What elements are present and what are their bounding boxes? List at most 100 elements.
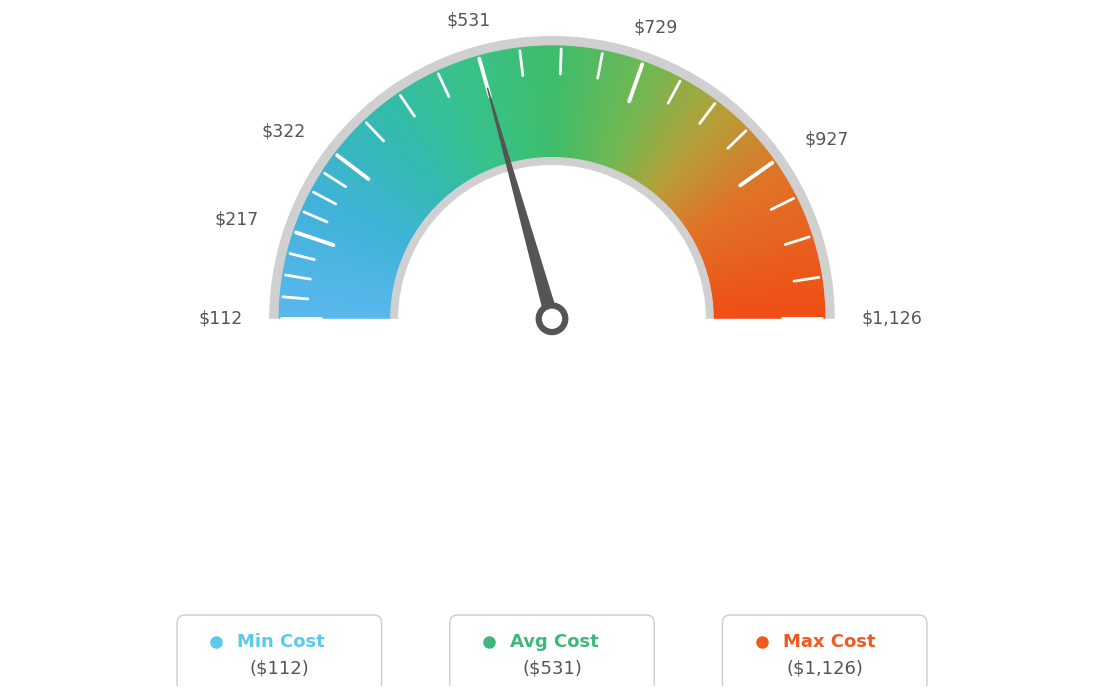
- Wedge shape: [708, 241, 814, 273]
- Wedge shape: [415, 82, 471, 178]
- Wedge shape: [700, 205, 800, 252]
- Wedge shape: [712, 276, 821, 295]
- Wedge shape: [623, 73, 672, 172]
- Wedge shape: [336, 152, 424, 220]
- Wedge shape: [583, 51, 605, 159]
- Wedge shape: [596, 57, 628, 163]
- Wedge shape: [319, 175, 414, 234]
- Wedge shape: [337, 150, 424, 219]
- Wedge shape: [466, 59, 502, 165]
- Wedge shape: [710, 257, 818, 284]
- Wedge shape: [426, 76, 478, 175]
- Wedge shape: [402, 90, 464, 183]
- Wedge shape: [569, 48, 582, 157]
- Wedge shape: [628, 78, 681, 176]
- Wedge shape: [648, 99, 715, 189]
- Wedge shape: [412, 84, 469, 179]
- Wedge shape: [449, 66, 492, 168]
- Wedge shape: [501, 50, 523, 159]
- Wedge shape: [290, 239, 396, 273]
- Wedge shape: [478, 56, 509, 162]
- Wedge shape: [593, 55, 622, 161]
- Wedge shape: [497, 51, 520, 159]
- Wedge shape: [665, 121, 742, 202]
- Circle shape: [542, 309, 562, 328]
- Wedge shape: [461, 61, 499, 166]
- Wedge shape: [289, 243, 396, 275]
- Wedge shape: [499, 51, 521, 159]
- Wedge shape: [648, 98, 714, 188]
- Wedge shape: [362, 121, 439, 202]
- Wedge shape: [282, 282, 391, 298]
- Wedge shape: [608, 63, 648, 167]
- Wedge shape: [682, 155, 772, 222]
- Wedge shape: [285, 264, 393, 287]
- Wedge shape: [689, 171, 783, 232]
- Wedge shape: [314, 186, 411, 241]
- Wedge shape: [459, 61, 498, 166]
- Wedge shape: [704, 222, 808, 262]
- Wedge shape: [446, 67, 490, 169]
- Wedge shape: [616, 68, 662, 170]
- Wedge shape: [683, 159, 774, 224]
- Wedge shape: [338, 148, 425, 218]
- Wedge shape: [713, 289, 824, 302]
- Wedge shape: [293, 233, 397, 268]
- Wedge shape: [301, 208, 403, 254]
- Wedge shape: [454, 63, 495, 167]
- Wedge shape: [550, 46, 552, 156]
- Wedge shape: [586, 52, 612, 160]
- Wedge shape: [629, 79, 683, 177]
- Wedge shape: [711, 262, 819, 286]
- Wedge shape: [673, 139, 758, 213]
- Wedge shape: [548, 46, 551, 156]
- Wedge shape: [712, 268, 820, 290]
- Wedge shape: [669, 129, 750, 206]
- Wedge shape: [284, 270, 392, 290]
- Wedge shape: [645, 95, 709, 186]
- Wedge shape: [283, 276, 392, 295]
- Wedge shape: [714, 308, 825, 314]
- Wedge shape: [545, 46, 550, 156]
- Wedge shape: [711, 259, 818, 284]
- Wedge shape: [279, 313, 390, 316]
- Wedge shape: [689, 172, 784, 233]
- Wedge shape: [288, 247, 395, 277]
- Wedge shape: [431, 74, 480, 173]
- Wedge shape: [279, 306, 390, 313]
- Wedge shape: [321, 171, 415, 232]
- Wedge shape: [602, 59, 638, 165]
- Wedge shape: [702, 215, 805, 258]
- Wedge shape: [702, 217, 806, 259]
- Wedge shape: [693, 186, 790, 241]
- Wedge shape: [524, 48, 537, 157]
- Wedge shape: [604, 60, 640, 165]
- Wedge shape: [382, 105, 452, 192]
- Wedge shape: [709, 249, 816, 278]
- Wedge shape: [404, 88, 465, 182]
- Wedge shape: [647, 97, 712, 187]
- Wedge shape: [522, 48, 535, 157]
- Wedge shape: [709, 247, 816, 277]
- Wedge shape: [288, 249, 395, 278]
- Wedge shape: [714, 295, 824, 306]
- Wedge shape: [495, 52, 519, 160]
- Wedge shape: [574, 48, 591, 158]
- Wedge shape: [490, 52, 517, 161]
- Wedge shape: [598, 57, 633, 164]
- Wedge shape: [705, 230, 810, 267]
- Wedge shape: [309, 193, 407, 245]
- Wedge shape: [677, 144, 762, 215]
- Wedge shape: [560, 46, 567, 157]
- Wedge shape: [474, 57, 507, 163]
- Wedge shape: [558, 46, 563, 157]
- Wedge shape: [713, 280, 822, 297]
- Wedge shape: [318, 177, 413, 235]
- Wedge shape: [442, 68, 488, 170]
- Wedge shape: [383, 104, 453, 191]
- Wedge shape: [659, 115, 734, 198]
- Wedge shape: [636, 85, 694, 180]
- Wedge shape: [614, 67, 658, 169]
- Wedge shape: [635, 84, 692, 179]
- Wedge shape: [580, 50, 601, 159]
